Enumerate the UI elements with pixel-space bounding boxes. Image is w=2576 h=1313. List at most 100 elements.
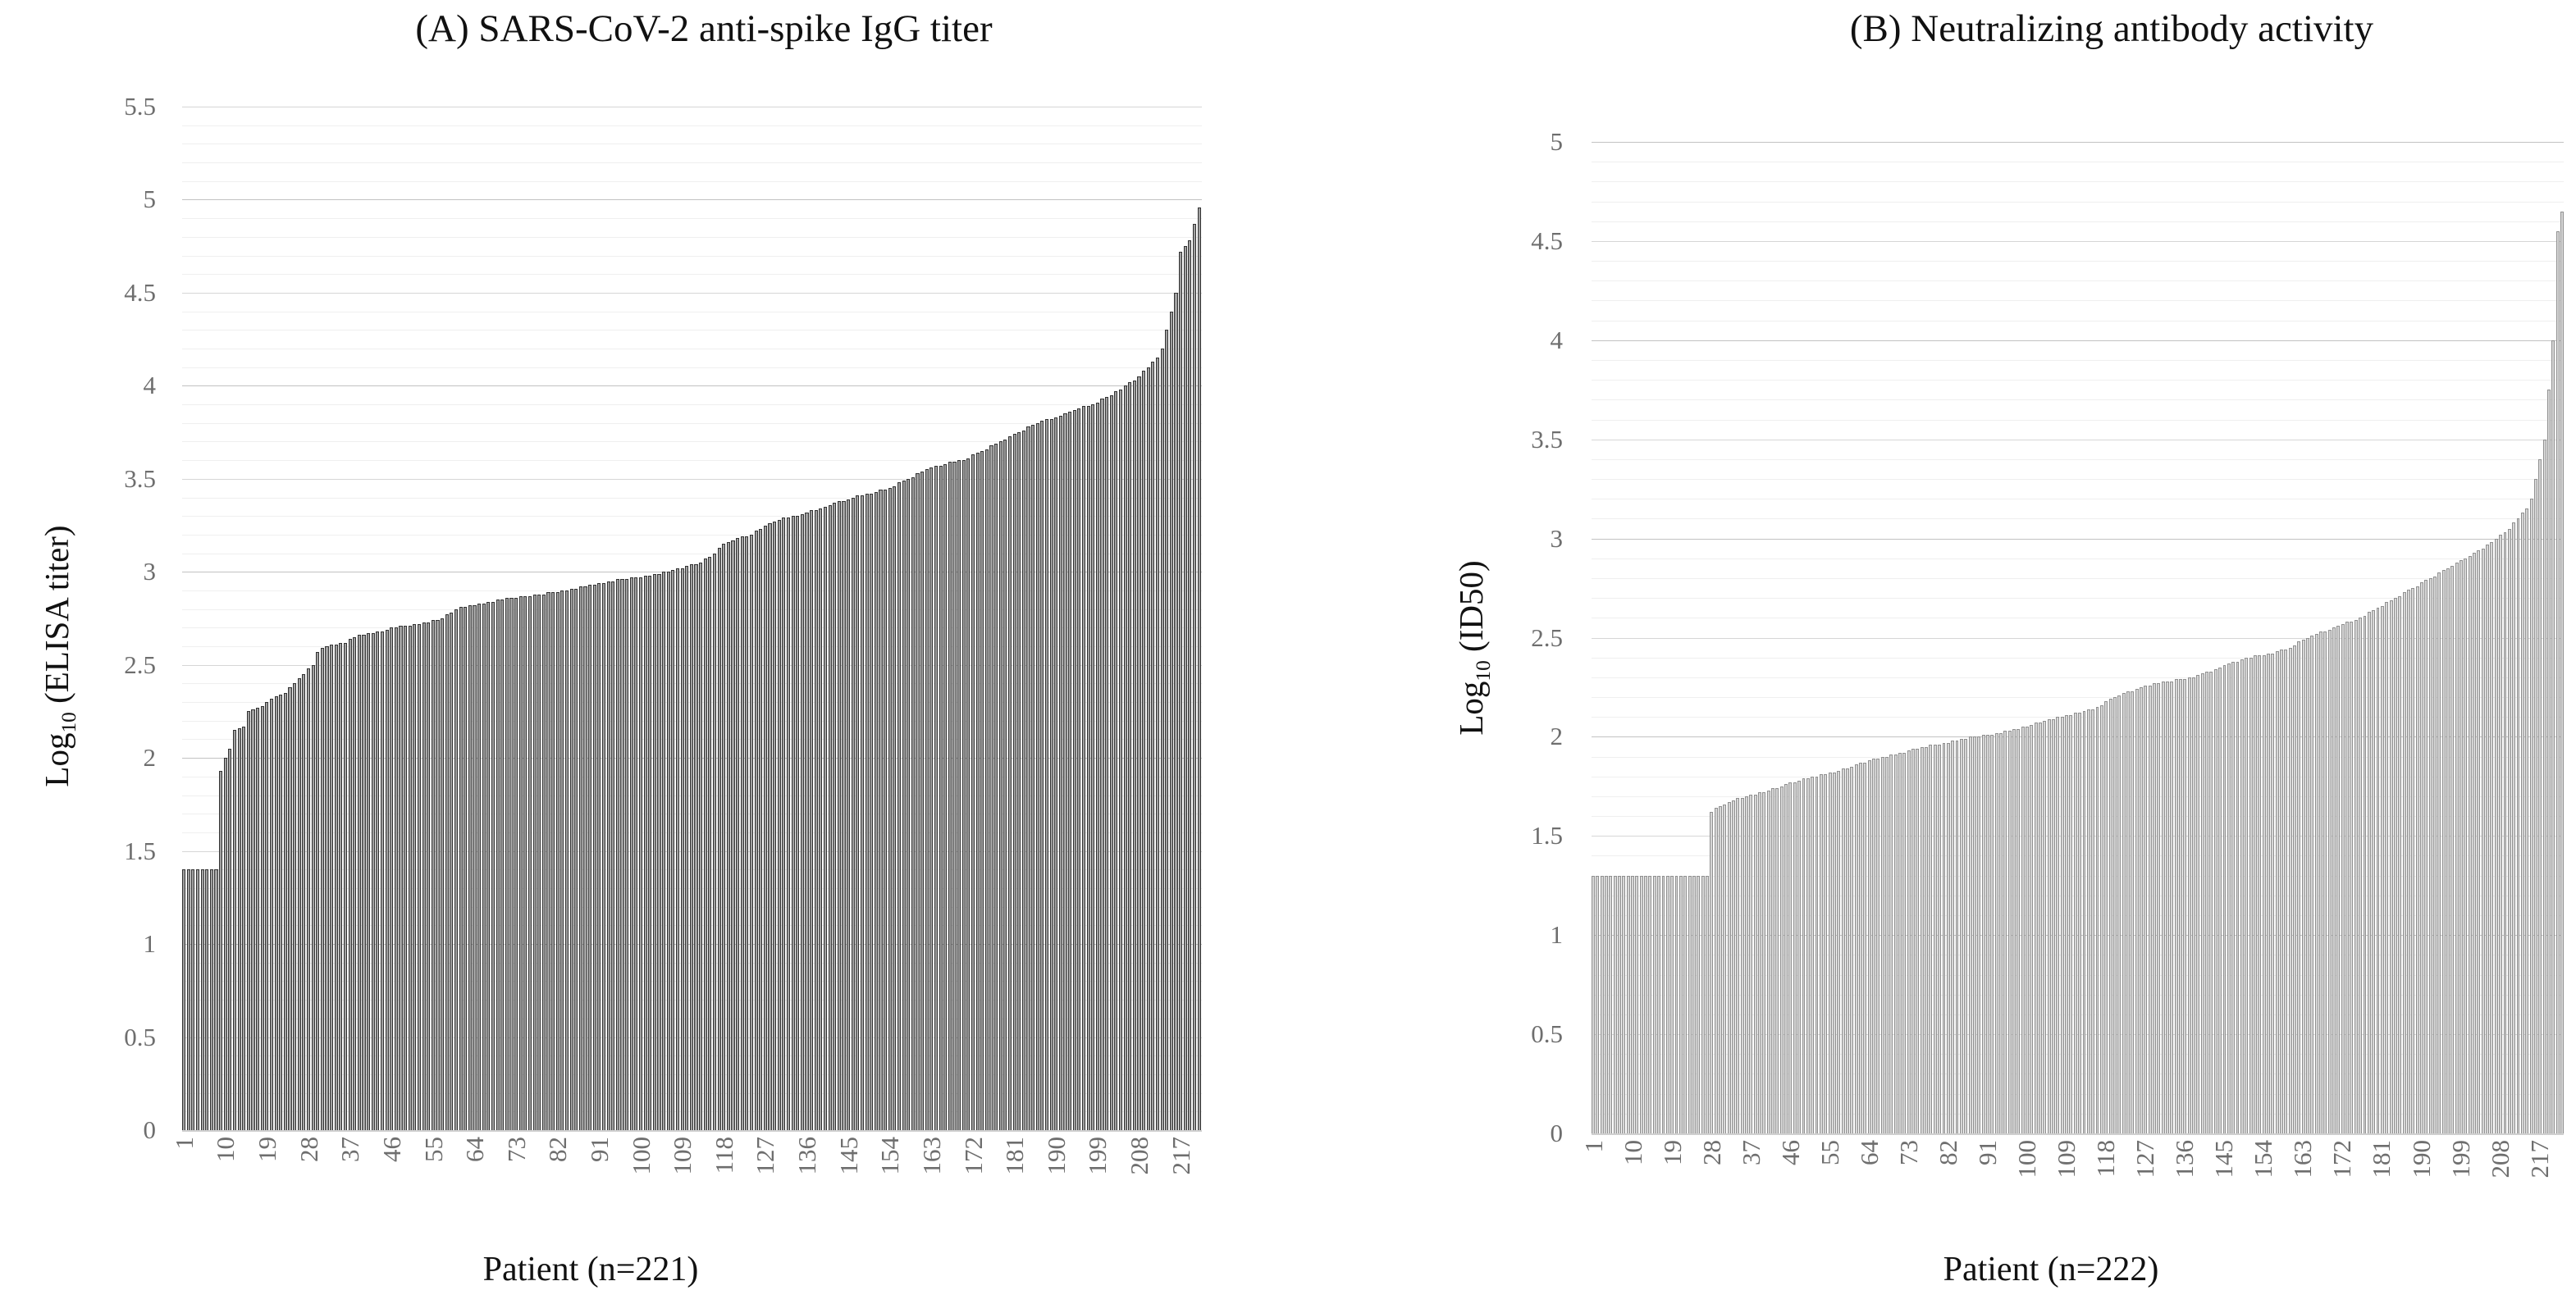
- bar: [1692, 875, 1696, 1133]
- bar: [2126, 691, 2130, 1133]
- bar: [1740, 798, 1744, 1133]
- x-tick: 172: [959, 1137, 988, 1175]
- bar: [2473, 552, 2477, 1133]
- bar: [362, 635, 366, 1130]
- bar: [2503, 532, 2507, 1133]
- y-axis-tick-labels: 0 0.5 1 1.5 2 2.5 3 3.5 4 4.5 5 5.5: [21, 0, 156, 1313]
- bar: [2016, 728, 2021, 1133]
- bar: [1889, 755, 1893, 1133]
- y-tick-label: 4: [143, 371, 157, 400]
- gridline: [182, 255, 1202, 257]
- bar: [708, 557, 712, 1130]
- bar: [1779, 786, 1784, 1133]
- bar: [1165, 330, 1169, 1130]
- bar: [703, 558, 707, 1130]
- bar: [1824, 774, 1828, 1133]
- bar: [777, 519, 781, 1130]
- gridline: [1592, 1034, 2564, 1036]
- bar: [2306, 637, 2309, 1133]
- gridline: [1592, 915, 2564, 917]
- bar: [182, 869, 186, 1130]
- bar: [1160, 348, 1164, 1130]
- bar: [2372, 609, 2376, 1133]
- bar: [934, 465, 939, 1130]
- bar: [1867, 760, 1871, 1133]
- bar: [477, 603, 482, 1130]
- bar: [537, 594, 541, 1130]
- bar: [897, 482, 902, 1130]
- bar: [754, 531, 758, 1130]
- bar: [1021, 430, 1025, 1130]
- bar: [1806, 778, 1810, 1133]
- bar: [736, 538, 740, 1130]
- bar: [2350, 622, 2354, 1133]
- bar: [390, 627, 394, 1130]
- gridline: [1592, 816, 2564, 818]
- bar: [1959, 738, 1963, 1133]
- gridline: [182, 441, 1202, 443]
- bar: [1635, 875, 1639, 1133]
- bar: [191, 869, 195, 1130]
- x-tick: 10: [211, 1137, 240, 1162]
- gridline: [1592, 717, 2564, 718]
- y-tick-label: 0.5: [124, 1022, 156, 1051]
- bar: [722, 544, 726, 1130]
- bar: [980, 450, 984, 1130]
- gridline: [182, 404, 1202, 406]
- bar: [404, 626, 408, 1130]
- bar: [283, 692, 287, 1130]
- x-tick-label: 19: [1657, 1140, 1687, 1165]
- bar: [1665, 875, 1669, 1133]
- x-tick-label: 19: [253, 1137, 282, 1162]
- bar: [1964, 738, 1968, 1133]
- bar: [2069, 714, 2073, 1133]
- bar: [1916, 748, 1920, 1133]
- bar: [694, 564, 698, 1130]
- bar: [1802, 778, 1806, 1133]
- bar: [1155, 358, 1160, 1130]
- bar: [989, 445, 993, 1130]
- x-tick: 163: [917, 1137, 946, 1175]
- bar: [2336, 626, 2341, 1133]
- x-tick: 118: [2091, 1140, 2120, 1177]
- bar: [2056, 717, 2060, 1133]
- bar: [445, 614, 449, 1130]
- bar: [860, 495, 865, 1130]
- bar: [256, 707, 260, 1130]
- x-tick-label: 37: [1736, 1140, 1765, 1165]
- x-tick: 73: [502, 1137, 531, 1162]
- gridline: [1592, 697, 2564, 699]
- bar: [1885, 756, 1889, 1133]
- bar: [712, 553, 717, 1130]
- plot-area: [182, 107, 1202, 1132]
- bar: [1137, 376, 1141, 1130]
- bar: [2192, 677, 2196, 1133]
- x-axis-title-a: Patient (n=221): [482, 1251, 699, 1288]
- bar: [998, 441, 1003, 1130]
- bar: [939, 465, 943, 1130]
- x-tick-label: 10: [1618, 1140, 1647, 1165]
- bar: [975, 453, 980, 1130]
- bar: [2380, 605, 2384, 1133]
- bar: [893, 486, 897, 1130]
- bar: [879, 490, 883, 1130]
- bar: [685, 566, 689, 1130]
- x-tick: 55: [419, 1137, 448, 1162]
- x-axis-title-b: Patient (n=222): [1943, 1251, 2159, 1288]
- bar: [1644, 875, 1648, 1133]
- bar: [1990, 734, 1994, 1133]
- x-tick: 46: [377, 1137, 406, 1162]
- bar: [1068, 412, 1072, 1130]
- bar: [482, 603, 486, 1130]
- bar: [1044, 419, 1049, 1130]
- bar: [509, 598, 514, 1130]
- bar: [726, 541, 730, 1130]
- bar: [376, 631, 380, 1130]
- bar: [2533, 479, 2537, 1133]
- gridline: [1592, 577, 2564, 579]
- bar: [592, 585, 596, 1130]
- x-tick-label: 91: [1973, 1140, 2003, 1165]
- bar: [2354, 619, 2358, 1133]
- bar: [1714, 808, 1718, 1133]
